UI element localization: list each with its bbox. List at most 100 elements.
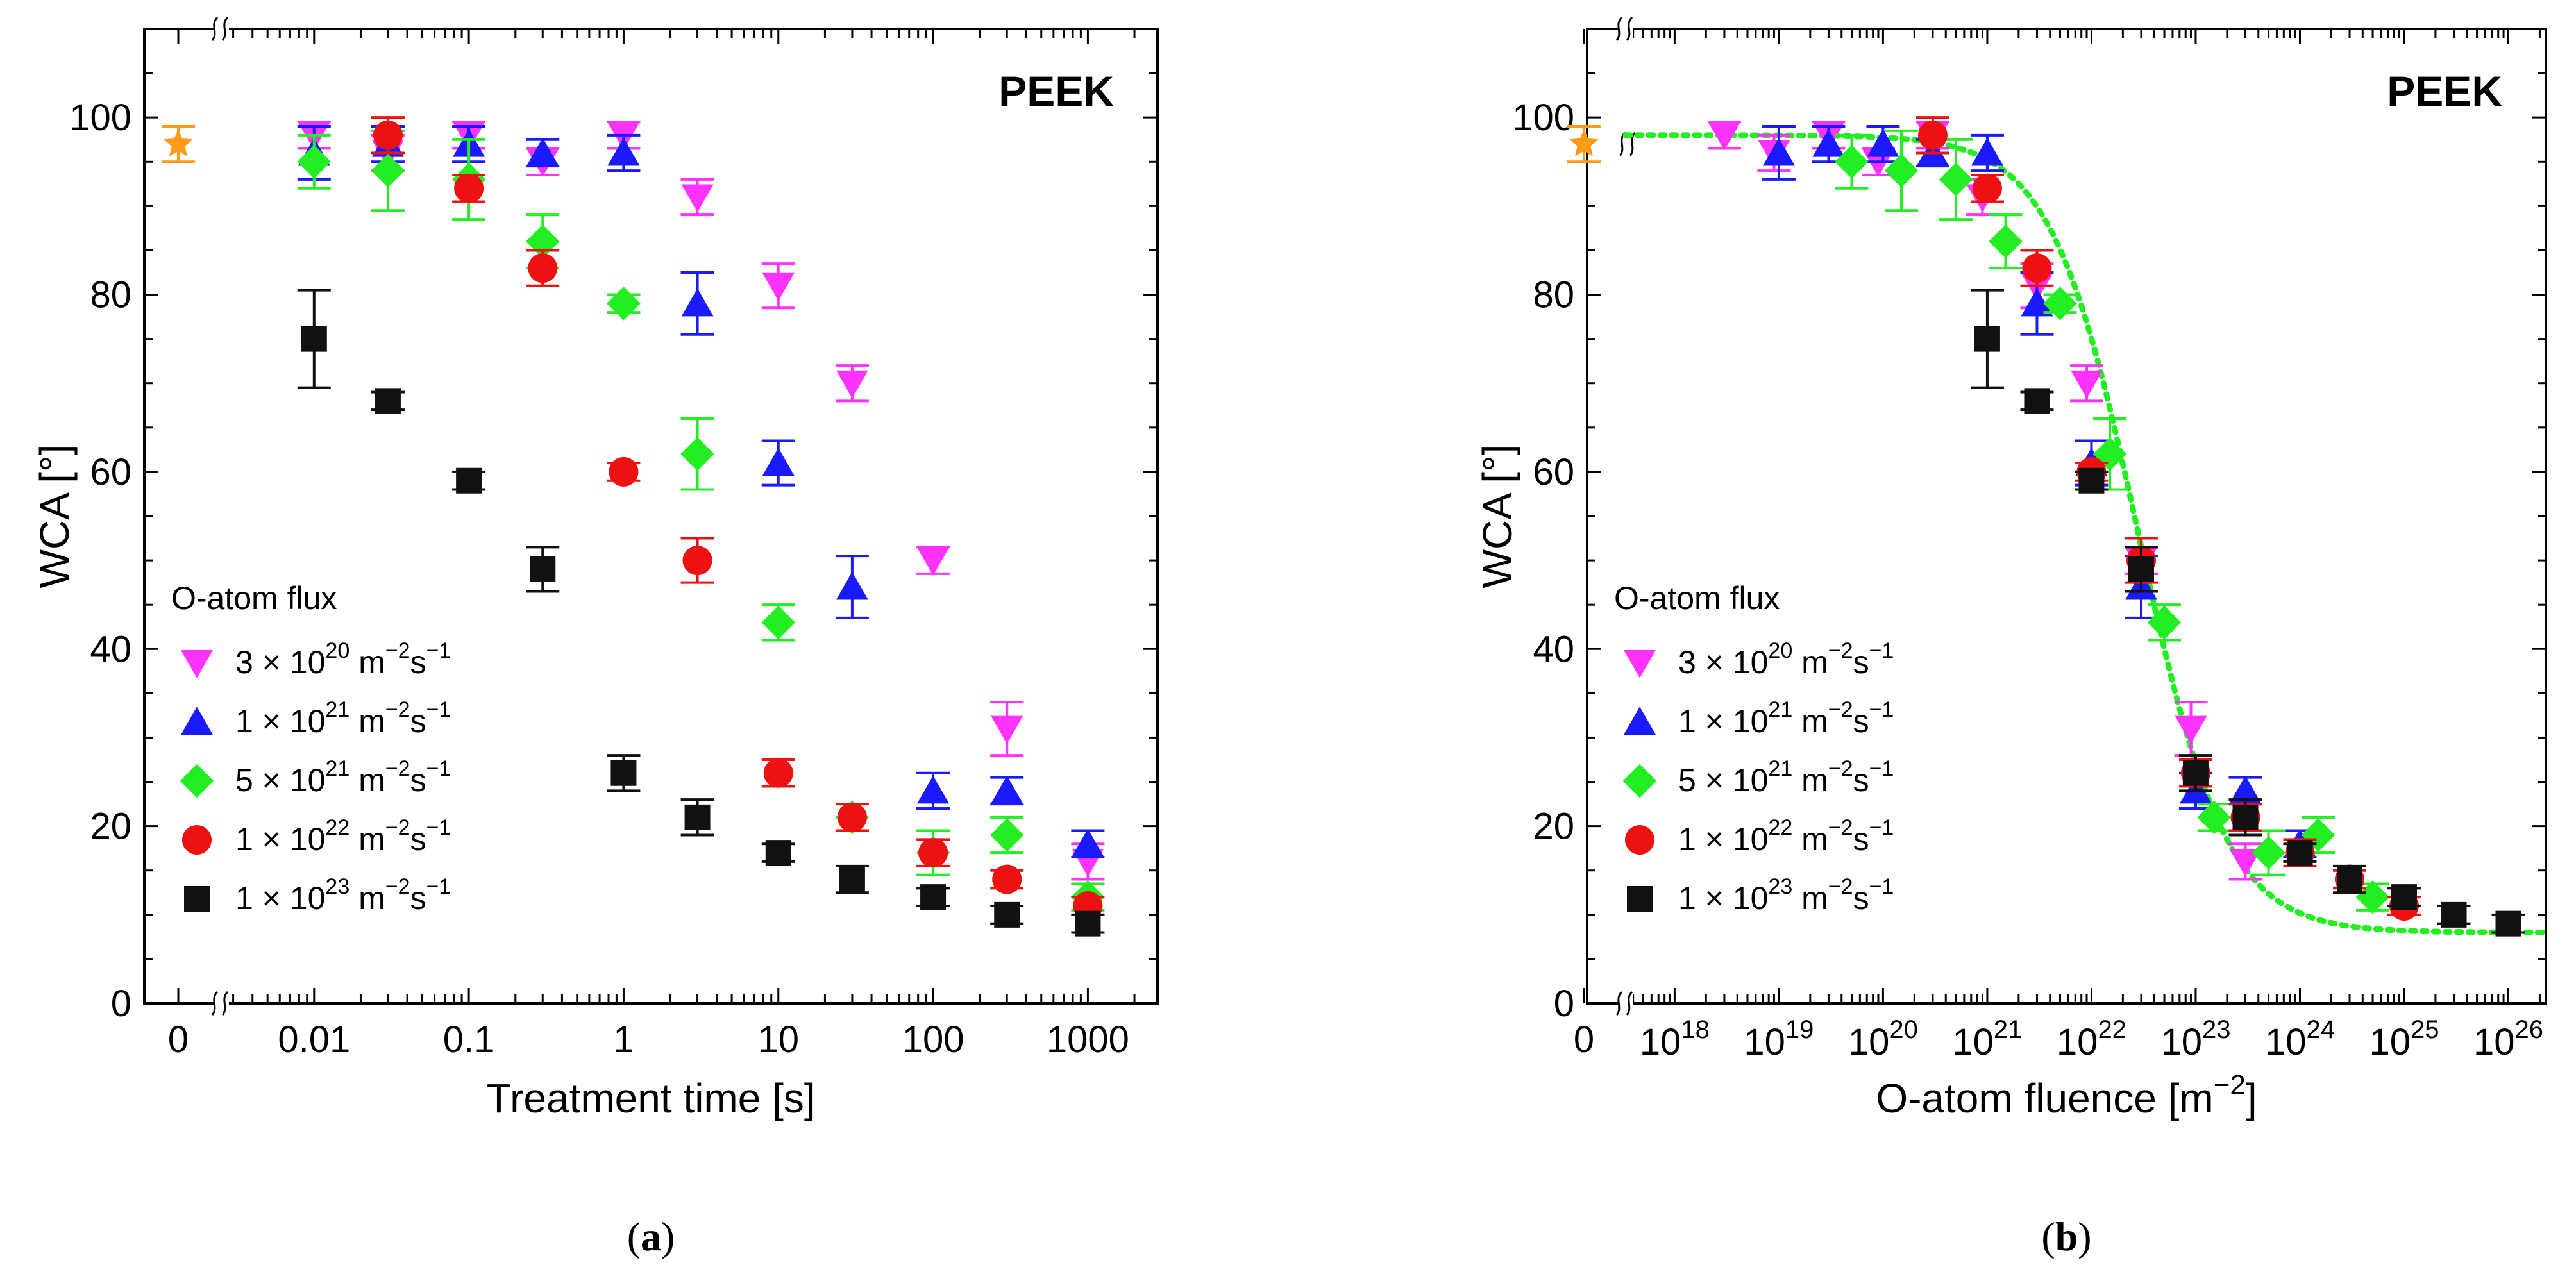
legend-label: 5 × 1021 m−2s−1 <box>1678 757 1894 798</box>
legend-label: 1 × 1021 m−2s−1 <box>1678 698 1894 739</box>
data-point <box>992 864 1022 894</box>
data-point <box>836 571 868 600</box>
series-3 <box>1915 116 2421 921</box>
legend-marker <box>1624 650 1656 678</box>
data-point <box>1971 137 2003 166</box>
plot-frame <box>143 28 1159 1005</box>
data-point <box>994 901 1020 928</box>
legend-label: 1 × 1021 m−2s−1 <box>235 698 451 739</box>
series-4 <box>1970 289 2525 937</box>
x-axis-title: Treatment time [s] <box>486 1075 815 1121</box>
data-point <box>528 253 558 283</box>
data-point <box>2128 556 2154 582</box>
data-point <box>680 437 714 471</box>
data-point <box>681 288 714 317</box>
x-tick-label: 0.01 <box>278 1019 350 1060</box>
panel-caption: (a) <box>627 1214 675 1259</box>
data-point <box>454 173 484 203</box>
y-axis-title: WCA [°] <box>31 444 78 589</box>
data-point <box>681 184 714 213</box>
panel-title: PEEK <box>2387 67 2502 115</box>
data-point <box>610 760 637 786</box>
legend-marker <box>181 707 213 735</box>
data-point <box>1972 173 2002 203</box>
legend-marker <box>181 650 213 678</box>
y-tick-label: 20 <box>90 806 131 848</box>
legend-label: 1 × 1023 m−2s−1 <box>235 874 451 916</box>
data-point <box>607 137 640 166</box>
y-tick-label: 100 <box>1512 97 1574 138</box>
data-point <box>762 448 795 476</box>
data-point <box>1762 137 1795 166</box>
axis-break-x <box>1615 991 1633 1016</box>
data-point <box>1835 145 1869 179</box>
data-point <box>609 456 639 487</box>
series-2 <box>1835 129 2390 914</box>
plot-frame <box>1586 28 2547 1005</box>
panel-caption: (b) <box>2041 1214 2091 1259</box>
data-point <box>2024 388 2050 414</box>
x-tick-label: 1020 <box>1848 1016 1918 1063</box>
y-tick-label: 40 <box>1533 628 1574 670</box>
data-point <box>301 326 327 352</box>
x-tick-label: 0.1 <box>443 1019 495 1060</box>
data-point <box>2197 800 2231 835</box>
x-tick-label: 0 <box>1574 1019 1594 1060</box>
legend-marker <box>184 886 210 912</box>
series-1 <box>1762 125 2317 858</box>
data-point <box>607 287 641 321</box>
data-point <box>526 137 559 166</box>
data-point <box>2252 835 2286 870</box>
data-point <box>2229 848 2262 877</box>
data-point <box>2441 901 2467 928</box>
y-tick-label: 60 <box>1533 451 1574 493</box>
data-point <box>837 802 867 832</box>
data-point <box>373 120 403 150</box>
data-point <box>762 272 795 301</box>
data-point <box>456 467 482 494</box>
series-4 <box>297 289 1105 937</box>
y-tick-label: 80 <box>1533 274 1574 316</box>
legend-label: 1 × 1023 m−2s−1 <box>1678 874 1894 916</box>
data-point <box>1989 224 2023 258</box>
x-tick-label: 1 <box>613 1019 634 1060</box>
data-point <box>1072 828 1104 857</box>
legend-label: 5 × 1021 m−2s−1 <box>235 757 451 798</box>
data-point <box>917 548 950 576</box>
legend-label: 3 × 1020 m−2s−1 <box>235 639 451 680</box>
chart-panel-b: 0 20 40 60 80 100 0 1018 1019 1020 1021 1022 1023 102… <box>1474 16 2547 1259</box>
series-3 <box>371 116 1105 921</box>
data-point <box>2495 910 2521 937</box>
panel-title: PEEK <box>998 67 1114 115</box>
y-tick-label: 80 <box>90 274 131 316</box>
data-point <box>2391 884 2417 910</box>
data-point <box>2071 370 2103 399</box>
y-tick-label: 100 <box>69 97 131 138</box>
x-tick-label: 1024 <box>2265 1016 2335 1063</box>
legend-title: O-atom flux <box>171 580 337 616</box>
y-tick-label: 40 <box>90 628 131 670</box>
data-point <box>2229 775 2262 804</box>
reference-point <box>1569 128 1599 157</box>
legend-title: O-atom flux <box>1614 580 1780 616</box>
data-point <box>684 804 711 830</box>
data-point <box>1917 120 1948 150</box>
data-point <box>765 840 791 866</box>
y-axis-title: WCA [°] <box>1474 444 1520 589</box>
legend-marker <box>1622 764 1657 798</box>
data-point <box>1708 122 1740 151</box>
x-tick-label: 1019 <box>1744 1016 1814 1063</box>
reference-point <box>164 128 193 157</box>
fit-curve <box>1622 132 2546 935</box>
legend-label: 1 × 1022 m−2s−1 <box>235 816 451 857</box>
x-tick-label: 1018 <box>1640 1016 1710 1063</box>
x-tick-label: 10 <box>758 1019 800 1060</box>
legend-marker <box>182 825 212 855</box>
x-tick-label: 1026 <box>2473 1016 2543 1063</box>
axis-break-x <box>1615 16 1633 42</box>
data-point <box>1884 153 1919 188</box>
data-point <box>297 145 332 179</box>
data-point <box>375 388 401 414</box>
